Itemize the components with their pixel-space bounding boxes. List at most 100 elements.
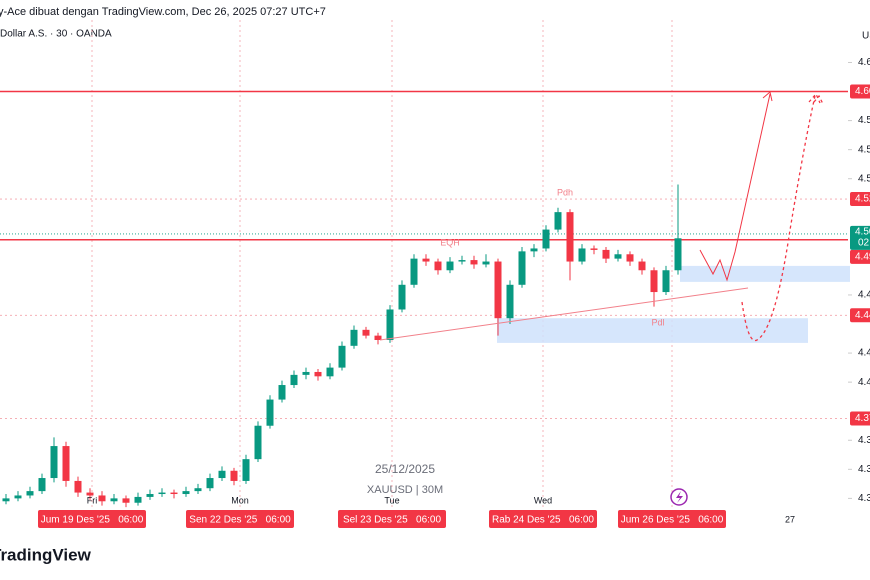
y-tick-label: 4.460 (858, 290, 870, 301)
candle-body (194, 488, 202, 492)
candle-body (374, 335, 382, 340)
candle-body (446, 261, 454, 271)
watermark: 25/12/2025 (375, 462, 435, 476)
candle-body (302, 371, 310, 375)
candle-body (314, 371, 322, 377)
candle-body (458, 260, 466, 262)
x-tick-label: Mon (231, 495, 249, 505)
candle-body (578, 248, 586, 262)
zone (497, 318, 808, 343)
candle-body (434, 261, 442, 271)
time-label-box (38, 510, 146, 528)
candle-body (554, 212, 562, 230)
watermark: XAUUSD | 30M (367, 484, 443, 496)
time-label: Sen 22 Des '25 06:00 (189, 515, 291, 526)
level-price-label: 4.375 (855, 413, 870, 424)
level-price-box (850, 411, 870, 426)
y-tick-label: 4.580 (858, 115, 870, 126)
plot: Pdh EQH Pdl 4.620 4.580 4.560 4.540 4.460 4.420 4… (0, 20, 870, 528)
candle-body (146, 494, 154, 497)
time-label-box (489, 510, 597, 528)
annotation: Pdh (557, 187, 573, 197)
candle-body (98, 495, 106, 502)
header: y-Ace dibuat dengan TradingView.com, Dec… (0, 6, 326, 18)
candle-body (278, 385, 286, 400)
candle-body (182, 491, 190, 495)
x-tick-label: 27 (785, 514, 795, 524)
candle-body (230, 470, 238, 481)
y-tick-label: 4.400 (858, 377, 870, 388)
candle-body (26, 491, 34, 496)
candle-body (290, 374, 298, 386)
candle-body (386, 309, 394, 340)
candle-body (470, 260, 478, 265)
projection-arrow (699, 91, 773, 282)
candle-body (494, 261, 502, 319)
x-tick-label: Wed (534, 495, 552, 505)
candle-body (638, 261, 646, 271)
y-tick-label: 4.320 (858, 493, 870, 504)
candle-body (350, 329, 358, 346)
time-label: Rab 24 Des '25 06:00 (492, 515, 594, 526)
candle-body (86, 492, 94, 496)
annotation: Pdl (651, 317, 664, 327)
candle-body (110, 498, 118, 502)
trend-line (379, 287, 749, 341)
time-label: Jum 19 Des '25 06:00 (41, 515, 144, 526)
y-tick-label: 4.360 (858, 435, 870, 446)
candle-body (662, 270, 670, 293)
projection-arrow (741, 92, 824, 342)
candle-body (158, 492, 166, 495)
candle-body (38, 478, 46, 492)
candle-body (266, 399, 274, 426)
candle-body (62, 446, 70, 481)
level-price-box (850, 84, 870, 99)
candle-body (590, 248, 598, 250)
level-price-box (850, 192, 870, 207)
candle-body (506, 284, 514, 319)
candle-body (122, 498, 130, 503)
time-label-box (618, 510, 726, 528)
candle-body (338, 345, 346, 368)
candle-body (326, 367, 334, 377)
level-price-label: 4.526 (855, 194, 870, 205)
annotation: EQH (440, 237, 460, 247)
event-icon-bolt (676, 491, 683, 503)
level-price-label: 4.600 (855, 86, 870, 97)
candle-body (134, 496, 142, 503)
time-label: Jum 26 Des '25 06:00 (621, 515, 724, 526)
candle-body (410, 258, 418, 285)
candle-body (398, 284, 406, 310)
candle-body (362, 329, 370, 336)
symbol: Dollar A.S. · 30 · OANDA (0, 29, 112, 40)
candle-body (542, 229, 550, 249)
candle-body (650, 270, 658, 293)
candle-body (602, 249, 610, 259)
y-tick-label: 4.620 (858, 57, 870, 68)
level-price-label: 4.498 (855, 252, 870, 263)
level-price-label: 4.446 (855, 310, 870, 321)
candle-body (482, 261, 490, 265)
x-tick-label: Tue (384, 495, 399, 505)
candle-body (218, 470, 226, 479)
time-label: Sel 23 Des '25 06:00 (343, 515, 442, 526)
candle-body (74, 480, 82, 493)
y-tick-label: 4.540 (858, 173, 870, 184)
candle-body (14, 495, 22, 499)
current-price-box (850, 225, 870, 250)
candle-body (518, 251, 526, 285)
candle-body (530, 248, 538, 252)
zone (680, 265, 850, 282)
level-price-box (850, 249, 870, 264)
candle-body (206, 478, 214, 489)
level-price-box (850, 308, 870, 323)
candle-body (422, 258, 430, 262)
candle-body (2, 498, 10, 502)
y-tick-label: 4.340 (858, 464, 870, 475)
candle-body (626, 254, 634, 262)
currency: US (862, 31, 870, 42)
time-label-box (338, 510, 446, 528)
countdown: 02 (858, 238, 870, 249)
